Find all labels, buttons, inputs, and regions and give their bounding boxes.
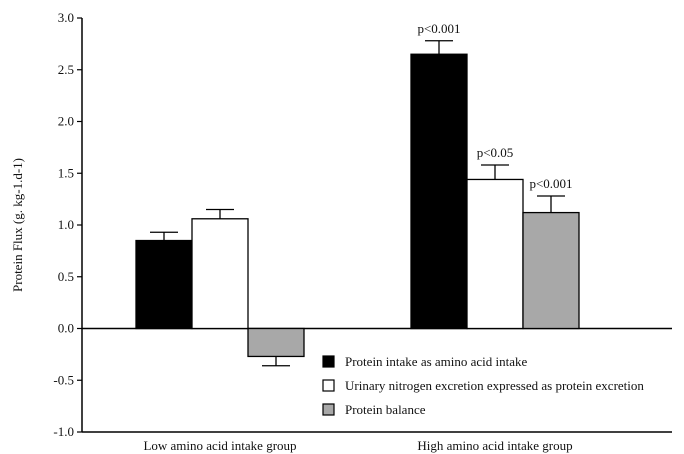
y-tick-label: 1.5 [58,165,74,180]
y-tick-label: 3.0 [58,10,74,25]
legend-swatch [322,355,335,368]
y-tick-label: -1.0 [53,424,74,439]
labels: Low amino acid intake group p<0.001 p<0.05… [143,21,572,453]
bar [522,211,580,330]
y-axis-label: Protein Flux (g. kg-1.d-1) [10,158,25,292]
y-tick-label: 2.0 [58,114,74,129]
category-label: Low amino acid intake group [143,438,296,453]
bar [247,327,305,358]
bar [191,218,249,330]
legend-swatch [322,379,335,392]
significance-label: p<0.05 [477,145,514,160]
category-label: High amino acid intake group [417,438,572,453]
significance-label: p<0.001 [529,176,572,191]
legend-swatch [322,403,335,416]
legend: Protein intake as amino acid intake Urina… [322,354,644,417]
legend-label: Protein intake as amino acid intake [345,354,528,369]
y-tick-label: 0.0 [58,321,74,336]
y-tick-label: -0.5 [53,372,74,387]
bar [466,178,524,330]
bar [135,239,193,330]
bar [410,53,468,330]
y-tick-label: 2.5 [58,62,74,77]
significance-label: p<0.001 [417,21,460,36]
bars [135,40,580,367]
y-tick-label: 1.0 [58,217,74,232]
y-tick-label: 0.5 [58,269,74,284]
legend-label: Urinary nitrogen excretion expressed as … [345,378,644,393]
legend-label: Protein balance [345,402,426,417]
